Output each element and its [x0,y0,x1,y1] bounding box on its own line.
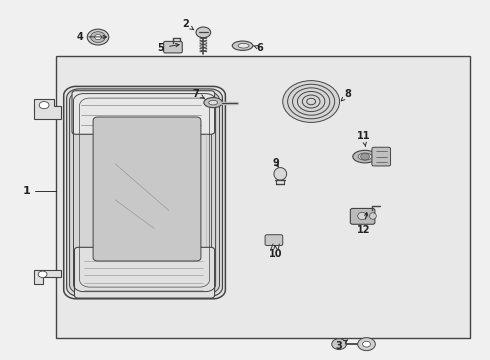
Bar [147,131,211,272]
Text: 2: 2 [182,19,194,30]
Ellipse shape [369,213,376,219]
Ellipse shape [274,168,287,180]
Text: 9: 9 [272,158,279,168]
Polygon shape [34,270,61,284]
Text: 11: 11 [357,131,370,147]
Text: 1: 1 [23,186,31,196]
Polygon shape [67,89,222,296]
Ellipse shape [353,150,377,163]
Ellipse shape [358,212,367,220]
FancyBboxPatch shape [74,247,215,298]
Text: 12: 12 [357,212,370,235]
FancyBboxPatch shape [93,117,201,261]
Text: 5: 5 [157,43,179,53]
Text: 3: 3 [336,340,347,351]
Ellipse shape [358,153,372,160]
Text: 10: 10 [269,246,283,259]
Ellipse shape [238,44,249,48]
Polygon shape [64,86,225,299]
FancyBboxPatch shape [350,208,375,224]
Circle shape [332,339,346,350]
Text: 8: 8 [341,89,351,101]
Circle shape [361,153,369,160]
Circle shape [91,32,105,42]
Circle shape [358,338,375,351]
FancyBboxPatch shape [72,91,215,134]
Text: 7: 7 [193,89,205,99]
Ellipse shape [204,98,222,108]
Ellipse shape [232,41,253,50]
Circle shape [283,81,340,122]
Circle shape [39,102,49,109]
Polygon shape [70,91,220,294]
FancyBboxPatch shape [164,41,182,53]
Circle shape [196,27,211,38]
Bar [56,56,470,338]
Text: 4: 4 [76,32,106,42]
Circle shape [95,35,101,40]
Circle shape [87,29,109,45]
Polygon shape [34,99,61,119]
FancyBboxPatch shape [265,235,283,246]
FancyBboxPatch shape [372,147,391,166]
Ellipse shape [209,100,218,105]
Text: 6: 6 [253,43,263,53]
Circle shape [38,271,47,278]
Circle shape [363,341,370,347]
